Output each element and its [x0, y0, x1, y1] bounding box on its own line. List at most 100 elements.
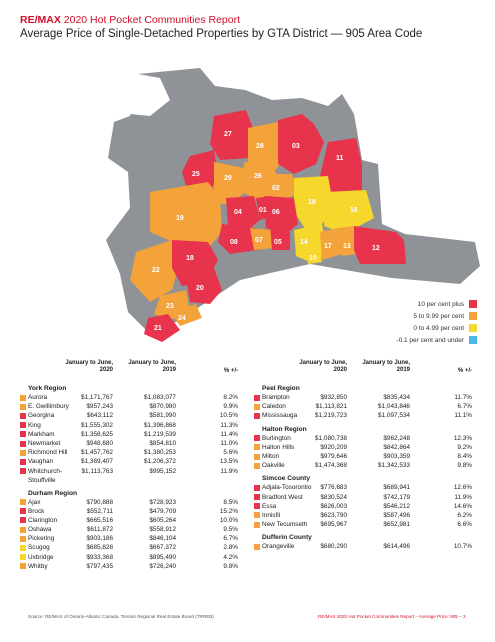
- price-current: $1,369,407: [81, 458, 113, 466]
- percent-change: 11.0%: [220, 439, 238, 447]
- community-name: Richmond Hill: [28, 449, 68, 457]
- report-title-line: RE/MAX 2020 Hot Pocket Communities Repor…: [20, 14, 480, 26]
- percent-change: 11.1%: [454, 412, 472, 420]
- percent-change: 8.4%: [457, 452, 472, 460]
- table-row: Oakville $1,474,368 $1,342,533 9.8%: [254, 461, 472, 470]
- community-name: Adjala-Tosorontio: [262, 484, 312, 492]
- price-current: $979,646: [320, 452, 347, 460]
- legend-item: -0.1 per cent and under: [305, 334, 477, 346]
- price-current: $623,790: [320, 511, 347, 519]
- community-name: Innisfil: [262, 511, 281, 519]
- percent-change: 9.8%: [457, 462, 472, 470]
- price-current: $830,524: [320, 493, 347, 501]
- community-name: Newmarket: [28, 439, 61, 447]
- district-badge: [254, 453, 260, 460]
- price-previous: $581,990: [149, 412, 176, 420]
- page-footer: RE/MAX 2020 Hot Pocket Communities Repor…: [318, 614, 466, 619]
- community-name: Scugog: [28, 544, 50, 552]
- source-note: Source: RE/MAX of Ontario-Atlantic Canad…: [28, 614, 214, 619]
- map-label-13: 13: [343, 243, 351, 250]
- map-label-24: 24: [178, 315, 186, 322]
- map-label-04: 04: [234, 209, 242, 216]
- community-name: Uxbridge: [28, 553, 54, 561]
- table-row: Oshawa $611,872 $558,912 9.5%: [20, 525, 238, 534]
- table-row: Essa $626,003 $546,212 14.6%: [254, 502, 472, 511]
- table-row: Burlington $1,080,738 $962,248 12.3%: [254, 434, 472, 443]
- price-previous: $1,083,077: [144, 394, 176, 401]
- price-previous: $995,152: [149, 467, 176, 475]
- map-label-06: 06: [272, 209, 280, 216]
- table-row: Innisfil $623,790 $587,496 6.2%: [254, 511, 472, 520]
- right-price-table: January to June, 2020 January to June, 2…: [254, 360, 472, 551]
- district-29: [214, 162, 246, 206]
- district-badge: [20, 422, 26, 429]
- table-row: Ajax $790,888 $728,923 8.5%: [20, 498, 238, 507]
- price-current: $1,555,302: [81, 421, 113, 429]
- price-previous: $854,810: [149, 439, 176, 447]
- price-previous: $1,206,372: [144, 458, 176, 466]
- price-previous: $903,359: [383, 452, 410, 460]
- community-name: Vaughan: [28, 458, 54, 466]
- col-previous: January to June, 2019: [362, 360, 410, 373]
- district-badge: [20, 526, 26, 533]
- district-badge: [254, 521, 260, 528]
- district-badge: [20, 517, 26, 524]
- legend-item: 10 per cent plus: [305, 298, 477, 310]
- map-label-07: 07: [255, 237, 263, 244]
- price-current: $903,186: [86, 535, 113, 543]
- community-name: Mississauga: [262, 412, 298, 420]
- price-current: $1,080,738: [315, 434, 347, 442]
- price-previous: $652,981: [383, 521, 410, 529]
- percent-change: 2.8%: [223, 544, 238, 552]
- price-previous: $835,434: [383, 394, 410, 401]
- table-row: Clarington $665,516 $605,264 10.0%: [20, 516, 238, 525]
- district-badge: [20, 499, 26, 506]
- district-badge: [20, 449, 26, 456]
- community-name: Pickering: [28, 535, 55, 543]
- left-table-body: York Region Aurora $1,171,767 $1,083,077 8.2…: [20, 384, 238, 571]
- legend-label: 0 to 4.99 per cent: [413, 324, 464, 332]
- percent-change: 11.9%: [220, 467, 238, 475]
- price-current: $1,474,368: [315, 462, 347, 470]
- right-column-headers: January to June, 2020 January to June, 2…: [262, 360, 472, 380]
- percent-change: 11.3%: [220, 421, 238, 429]
- left-column-headers: January to June, 2020 January to June, 2…: [28, 360, 238, 380]
- price-current: $552,711: [86, 507, 113, 515]
- community-name: Oakville: [262, 462, 285, 470]
- percent-change: 5.6%: [223, 449, 238, 457]
- report-subtitle: Average Price of Single-Detached Propert…: [20, 28, 423, 40]
- price-current: $685,828: [86, 544, 113, 552]
- district-15: [324, 190, 374, 234]
- price-current: $932,850: [320, 394, 347, 401]
- price-current: $643,112: [86, 412, 113, 420]
- map-label-26: 26: [254, 173, 262, 180]
- table-row: Richmond Hill $1,457,762 $1,380,253 5.6%: [20, 448, 238, 457]
- map-label-11: 11: [336, 155, 344, 162]
- map-label-08: 08: [230, 239, 238, 246]
- map-label-12: 12: [372, 245, 380, 252]
- region-heading: Halton Region: [262, 425, 307, 433]
- price-previous: $870,980: [149, 403, 176, 411]
- price-current: $797,435: [86, 562, 113, 570]
- district-badge: [254, 462, 260, 469]
- district-badge: [254, 435, 260, 442]
- price-current: $1,171,767: [81, 394, 113, 401]
- district-24: [170, 304, 202, 326]
- percent-change: 8.2%: [223, 394, 238, 401]
- price-current: $665,516: [86, 516, 113, 524]
- price-previous: $1,219,539: [144, 430, 176, 438]
- community-name: Aurora: [28, 394, 48, 401]
- price-previous: $689,941: [383, 484, 410, 492]
- district-badge: [20, 431, 26, 438]
- table-row: Newmarket $948,680 $854,810 11.0%: [20, 439, 238, 448]
- percent-change: 6.6%: [457, 521, 472, 529]
- map-label-27: 27: [224, 131, 232, 138]
- community-name: Georgina: [28, 412, 55, 420]
- percent-change: 9.9%: [223, 403, 238, 411]
- table-row: Vaughan $1,369,407 $1,206,372 13.5%: [20, 457, 238, 466]
- legend-swatch: [469, 336, 477, 344]
- table-row: Mississauga $1,219,723 $1,097,534 11.1%: [254, 411, 472, 420]
- report-header: RE/MAX 2020 Hot Pocket Communities Repor…: [20, 14, 480, 40]
- region-heading: Simcoe County: [262, 475, 310, 483]
- map-label-23: 23: [166, 303, 174, 310]
